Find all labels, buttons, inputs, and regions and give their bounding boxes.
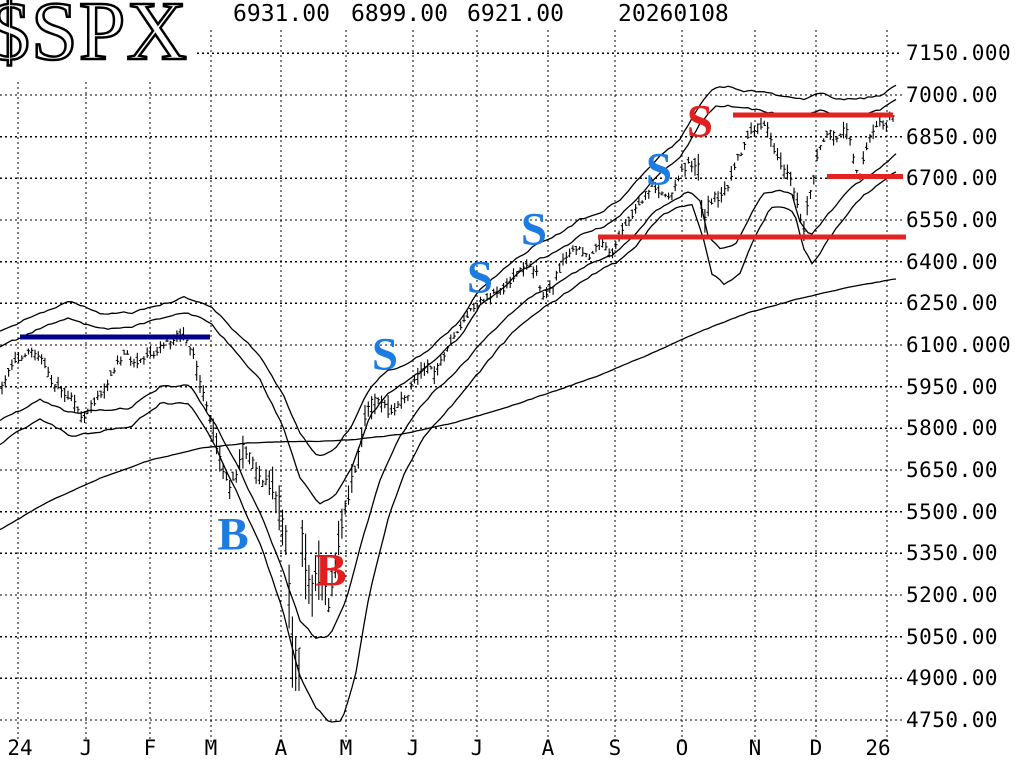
lower-band-4sigma-curve — [0, 171, 897, 723]
y-axis-label: 4750.00 — [906, 707, 999, 732]
y-axis-label: 5500.00 — [906, 499, 999, 524]
symbol-title: $SPX — [0, 0, 195, 79]
sell-signal-blue: S — [520, 203, 548, 256]
sell-signal-red: S — [686, 95, 714, 148]
x-axis-label: 26 — [865, 736, 891, 760]
sell-signal-blue: S — [466, 251, 494, 304]
x-axis-label: F — [143, 736, 157, 760]
y-axis-label: 6850.00 — [906, 124, 999, 149]
upper-band-4sigma-curve — [0, 84, 897, 457]
quote-date: 20260108 — [618, 1, 729, 27]
y-axis-label: 6250.00 — [906, 291, 999, 316]
quote-value-high: 6931.00 — [233, 1, 330, 27]
buy-signal-blue: B — [217, 508, 249, 561]
x-axis-label: A — [274, 736, 288, 760]
x-axis-label: M — [204, 736, 218, 760]
y-axis-label: 6700.00 — [906, 166, 999, 191]
y-axis-label: 5200.00 — [906, 582, 999, 607]
y-axis-label: 7000.00 — [906, 82, 999, 107]
x-axis-label: J — [79, 736, 93, 760]
x-axis-label: 24 — [7, 736, 33, 760]
upper-band-3sigma-curve — [0, 98, 897, 505]
y-axis-label: 6550.00 — [906, 207, 999, 232]
x-axis-label: N — [748, 736, 762, 760]
quote-value-low: 6899.00 — [351, 1, 448, 27]
y-axis-label: 5950.00 — [906, 374, 999, 399]
x-axis-label: M — [339, 736, 353, 760]
sell-signal-blue: S — [645, 143, 673, 196]
quote-value-last: 6921.00 — [467, 1, 564, 27]
band-curves-layer — [0, 84, 897, 723]
y-axis-label: 7150.000 — [906, 41, 1012, 66]
x-axis-label: J — [406, 736, 420, 760]
x-axis-label: D — [809, 736, 823, 760]
y-axis-label: 5350.00 — [906, 541, 999, 566]
ohlc-bars-layer — [0, 111, 895, 691]
sell-signal-blue: S — [371, 328, 399, 381]
x-axis-label: O — [675, 736, 689, 760]
y-axis-label: 4900.00 — [906, 666, 999, 691]
y-axis-label: 5650.00 — [906, 457, 999, 482]
grid-layer — [0, 30, 902, 742]
reference-lines-layer — [20, 112, 906, 340]
y-axis-label: 6400.00 — [906, 249, 999, 274]
y-axis-label: 6100.000 — [906, 332, 1012, 357]
y-axis-label: 5050.00 — [906, 624, 999, 649]
ma-200day-curve — [0, 278, 897, 531]
x-axis-label: S — [608, 736, 622, 760]
x-axis-label: J — [470, 736, 484, 760]
buy-signal-red: B — [315, 544, 347, 597]
y-axis-label: 5800.00 — [906, 416, 999, 441]
x-axis-label: A — [541, 736, 555, 760]
lower-band-3sigma-curve — [0, 153, 897, 640]
